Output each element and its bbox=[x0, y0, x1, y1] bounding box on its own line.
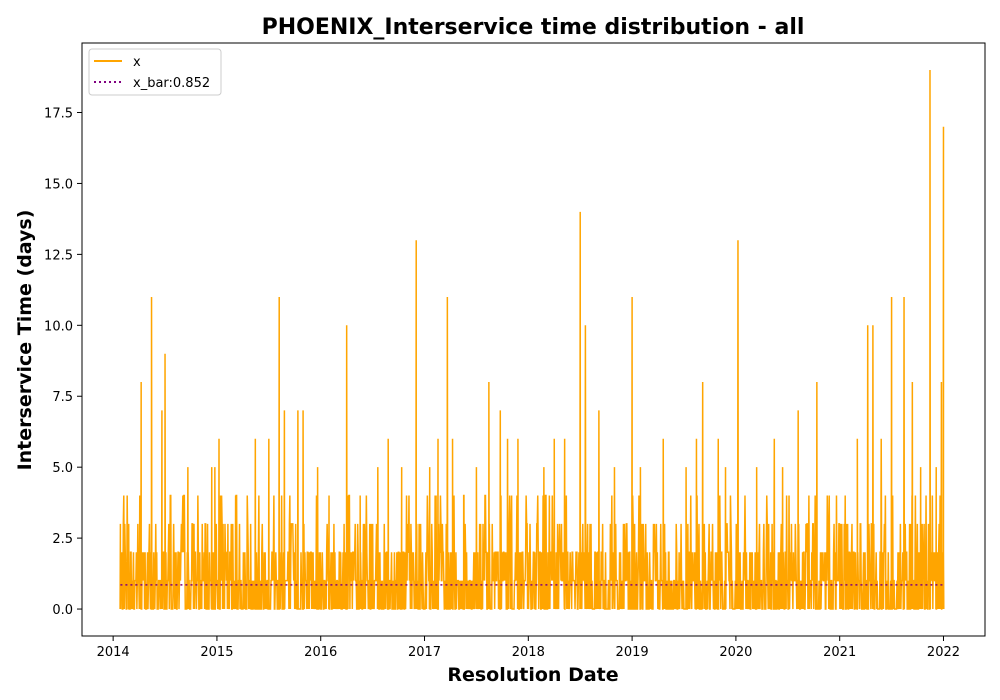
x-tick-label: 2022 bbox=[927, 645, 960, 660]
x-tick-label: 2014 bbox=[97, 645, 130, 660]
x-tick-label: 2020 bbox=[719, 645, 752, 660]
plot-frame bbox=[81, 42, 986, 637]
x-tick-label: 2021 bbox=[823, 645, 856, 660]
y-tick-label: 0.0 bbox=[52, 603, 73, 618]
plot-area bbox=[81, 42, 986, 637]
y-tick-label: 5.0 bbox=[52, 461, 73, 476]
x-axis-label: Resolution Date bbox=[447, 664, 618, 686]
x-tick-label: 2015 bbox=[200, 645, 233, 660]
y-axis: 0.0 2.5 5.0 7.5 10.0 12.5 15.0 17.5 bbox=[44, 107, 82, 618]
y-tick-label: 15.0 bbox=[44, 177, 73, 192]
y-tick-label: 7.5 bbox=[52, 390, 73, 405]
y-axis-label: Interservice Time (days) bbox=[14, 210, 36, 471]
x-tick-label: 2017 bbox=[408, 645, 441, 660]
x-tick-label: 2019 bbox=[616, 645, 649, 660]
x-tick-label: 2016 bbox=[304, 645, 337, 660]
y-tick-label: 10.0 bbox=[44, 319, 73, 334]
y-tick-label: 17.5 bbox=[44, 107, 73, 122]
chart-title: PHOENIX_Interservice time distribution -… bbox=[262, 15, 805, 40]
y-tick-label: 12.5 bbox=[44, 248, 73, 263]
plot-background bbox=[82, 43, 985, 636]
legend-label-x: x bbox=[133, 55, 141, 70]
y-tick-label: 2.5 bbox=[52, 532, 73, 547]
x-tick-label: 2018 bbox=[512, 645, 545, 660]
legend: x x_bar:0.852 bbox=[88, 48, 222, 96]
legend-label-x-bar: x_bar:0.852 bbox=[133, 76, 210, 91]
x-axis: 2014 2015 2016 2017 2018 2019 2020 2021 2022 bbox=[97, 636, 960, 660]
